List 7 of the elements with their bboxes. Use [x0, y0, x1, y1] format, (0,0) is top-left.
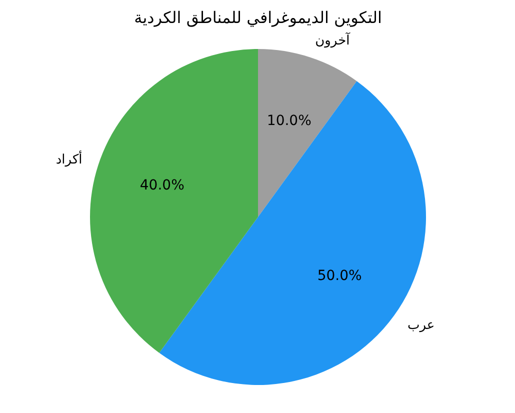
data-label: 50.0% [317, 268, 362, 284]
chart-title: التكوين الديموغرافي للمناطق الكردية [134, 8, 382, 28]
slice-label: عرب [408, 318, 435, 333]
slice-label: آخرون [315, 32, 352, 49]
data-label: 40.0% [140, 177, 184, 194]
data-label: 10.0% [266, 112, 312, 129]
slice-label: أكراد [56, 150, 82, 168]
